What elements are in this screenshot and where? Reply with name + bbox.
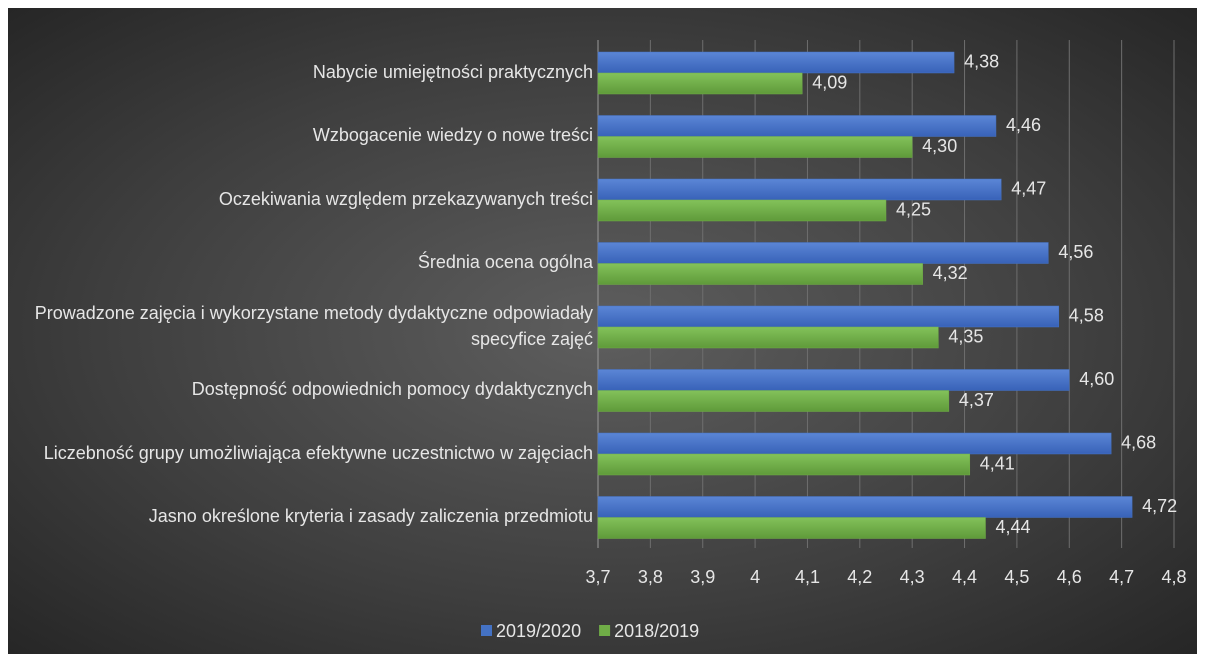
y-tick-label: Liczebność grupy umożliwiająca efektywne… (43, 442, 593, 463)
legend-swatch (481, 625, 492, 636)
y-tick-label: Prowadzone zajęcia i wykorzystane metody… (34, 302, 593, 349)
x-tick-label: 3,8 (638, 567, 663, 587)
x-tick-label: 4,2 (847, 567, 872, 587)
bar (597, 369, 1070, 391)
legend-swatch (599, 625, 611, 636)
data-label: 4,44 (995, 517, 1030, 537)
bar (597, 136, 913, 158)
x-tick-label: 3,9 (690, 567, 715, 587)
data-label: 4,46 (1006, 115, 1041, 135)
bar (597, 496, 1133, 518)
x-tick-label: 4,5 (1004, 567, 1029, 587)
bar (597, 72, 803, 95)
data-label: 4,41 (980, 453, 1015, 473)
bar (597, 517, 986, 539)
x-tick-label: 3,7 (585, 567, 610, 587)
data-label: 4,35 (948, 326, 983, 346)
x-tick-label: 4,8 (1161, 567, 1186, 587)
y-tick-label: Wzbogacenie wiedzy o nowe treści (312, 125, 593, 146)
bar (597, 115, 997, 137)
x-tick-label: 4,3 (900, 567, 925, 587)
y-tick-label: Nabycie umiejętności praktycznych (312, 61, 593, 82)
y-tick-label: Średnia ocena ogólna (417, 252, 593, 273)
y-tick-label: Dostępność odpowiednich pomocy dydaktycz… (191, 379, 593, 400)
x-tick-label: 4 (750, 567, 760, 587)
bar (597, 432, 1112, 455)
bar (597, 51, 955, 74)
data-label: 4,30 (922, 136, 957, 156)
data-label: 4,72 (1142, 496, 1177, 516)
bar (597, 263, 923, 285)
data-label: 4,37 (959, 390, 994, 410)
x-tick-label: 4,4 (952, 567, 977, 587)
data-label: 4,09 (812, 72, 847, 92)
x-tick-label: 4,1 (795, 567, 820, 587)
x-tick-label: 4,6 (1057, 567, 1082, 587)
bar (597, 199, 887, 222)
legend-label: 2019/2020 (496, 621, 581, 641)
data-label: 4,58 (1069, 305, 1104, 325)
data-label: 4,25 (896, 199, 931, 219)
data-label: 4,32 (933, 263, 968, 283)
x-tick-label: 4,7 (1109, 567, 1134, 587)
data-label: 4,60 (1079, 369, 1114, 389)
data-label: 4,47 (1011, 178, 1046, 198)
bar (597, 242, 1049, 264)
bar (597, 305, 1060, 328)
bar (597, 326, 939, 349)
bar (597, 390, 950, 412)
data-label: 4,38 (964, 51, 999, 71)
data-label: 4,68 (1121, 432, 1156, 452)
y-tick-label: Oczekiwania względem przekazywanych treś… (218, 188, 593, 209)
bar (597, 453, 971, 476)
legend-label: 2018/2019 (614, 621, 699, 641)
data-label: 4,56 (1058, 242, 1093, 262)
y-tick-label: Jasno określone kryteria i zasady zalicz… (148, 506, 593, 527)
bar (597, 178, 1002, 201)
